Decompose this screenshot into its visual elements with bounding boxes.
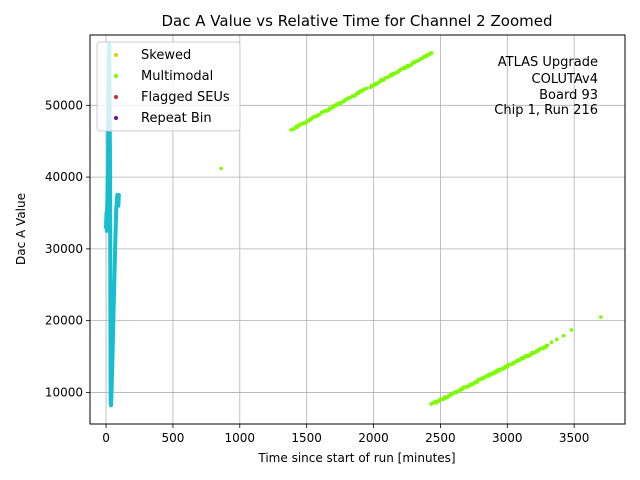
legend-label: Repeat Bin — [141, 111, 212, 126]
data-point — [317, 113, 322, 117]
x-tick-label: 3500 — [559, 431, 590, 445]
annotation-box: ATLAS Upgrade COLUTAv4 Board 93 Chip 1, … — [494, 55, 598, 118]
series-layer — [104, 42, 603, 408]
data-point — [429, 51, 434, 55]
data-point — [292, 127, 296, 131]
series-multimodal — [219, 51, 603, 406]
data-point — [219, 166, 223, 171]
y-tick-label: 50000 — [45, 98, 83, 112]
legend-frame — [96, 41, 241, 132]
y-axis-label: Dac A Value — [14, 193, 28, 265]
series-cluster — [104, 42, 121, 408]
data-point — [329, 107, 333, 111]
series-line — [104, 42, 121, 408]
legend-marker — [114, 116, 118, 120]
x-tick-label: 2000 — [358, 431, 389, 445]
y-tick-label: 40000 — [45, 170, 83, 184]
legend-label: Skewed — [141, 48, 191, 63]
y-tick-label: 30000 — [45, 242, 83, 256]
x-tick-label: 2500 — [425, 431, 456, 445]
annotation-line: Chip 1, Run 216 — [494, 103, 598, 118]
x-axis-label: Time since start of run [minutes] — [257, 451, 455, 465]
chart-title: Dac A Value vs Relative Time for Channel… — [162, 12, 553, 30]
legend: Skewed Multimodal Flagged SEUs Repeat Bi… — [96, 41, 241, 132]
legend-marker — [114, 53, 118, 57]
data-point — [561, 333, 566, 338]
data-point — [555, 337, 559, 342]
annotation-line: ATLAS Upgrade — [498, 55, 598, 70]
data-point — [545, 343, 550, 348]
data-point — [569, 328, 574, 332]
y-tick-label: 10000 — [45, 385, 83, 399]
legend-marker — [114, 74, 118, 78]
legend-marker — [114, 95, 118, 99]
annotation-line: COLUTAv4 — [532, 72, 598, 87]
plot-frame — [89, 34, 626, 425]
legend-label: Flagged SEUs — [141, 90, 230, 105]
x-tick-label: 1500 — [291, 431, 322, 445]
data-point — [549, 340, 554, 345]
x-tick-label: 0 — [102, 431, 110, 445]
annotation-line: Board 93 — [539, 88, 598, 103]
x-tick-label: 500 — [161, 431, 184, 445]
axes: 0 500 1000 1500 2000 2500 3000 3500 10000 20000 30… — [45, 98, 590, 445]
data-point — [599, 315, 603, 319]
legend-label: Multimodal — [141, 69, 213, 84]
y-tick-label: 20000 — [45, 314, 83, 328]
x-tick-label: 3000 — [492, 431, 523, 445]
data-point — [364, 86, 369, 91]
x-tick-label: 1000 — [225, 431, 256, 445]
